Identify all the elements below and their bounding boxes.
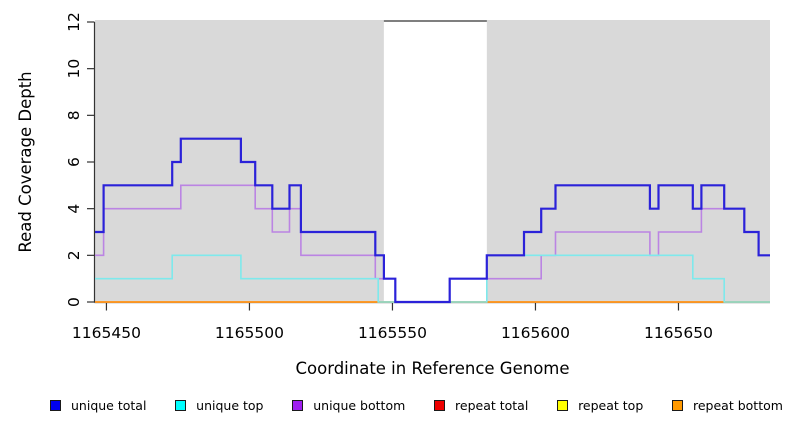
y-tick-label: 8	[65, 110, 83, 120]
legend: unique total unique top unique bottom repea…	[50, 398, 783, 413]
legend-item-unique-total: unique total	[50, 398, 146, 413]
legend-label-unique-bottom: unique bottom	[313, 398, 406, 413]
legend-label-unique-top: unique top	[196, 398, 264, 413]
legend-item-unique-top: unique top	[175, 398, 263, 413]
y-tick-label: 10	[65, 59, 83, 79]
legend-item-repeat-bottom: repeat bottom	[672, 398, 783, 413]
legend-label-repeat-top: repeat top	[578, 398, 644, 413]
coverage-plot: 0 2 4 6 8 10 12 1165450 1165500 1165550 1165600 116…	[16, 12, 770, 378]
y-tick-label: 0	[65, 297, 83, 307]
legend-label-repeat-total: repeat total	[455, 398, 529, 413]
legend-item-repeat-total: repeat total	[434, 398, 528, 413]
y-tick-label: 12	[65, 12, 83, 32]
legend-swatch-unique-total	[50, 400, 61, 411]
y-tick-label: 4	[65, 204, 83, 214]
legend-swatch-repeat-top	[557, 400, 569, 411]
x-tick-label: 1165600	[501, 324, 570, 342]
y-axis-title: Read Coverage Depth	[16, 71, 35, 252]
series-unique-total	[95, 137, 770, 304]
legend-label-unique-total: unique total	[71, 398, 147, 413]
x-tick-label: 1165650	[644, 324, 713, 342]
x-tick-label: 1165500	[215, 324, 284, 342]
x-axis-title: Coordinate in Reference Genome	[295, 359, 569, 378]
y-tick-label: 6	[65, 157, 83, 167]
legend-item-repeat-top: repeat top	[557, 398, 643, 413]
x-tick-label: 1165450	[72, 324, 141, 342]
legend-swatch-repeat-bottom	[672, 400, 683, 411]
x-tick-label: 1165550	[358, 324, 427, 342]
legend-label-repeat-bottom: repeat bottom	[693, 398, 783, 413]
uncovered-region-band	[383, 22, 487, 302]
legend-item-unique-bottom: unique bottom	[292, 398, 405, 413]
legend-swatch-unique-bottom	[292, 400, 304, 411]
y-tick-label: 2	[65, 250, 83, 260]
legend-swatch-repeat-total	[434, 400, 446, 411]
legend-swatch-unique-top	[175, 400, 187, 411]
